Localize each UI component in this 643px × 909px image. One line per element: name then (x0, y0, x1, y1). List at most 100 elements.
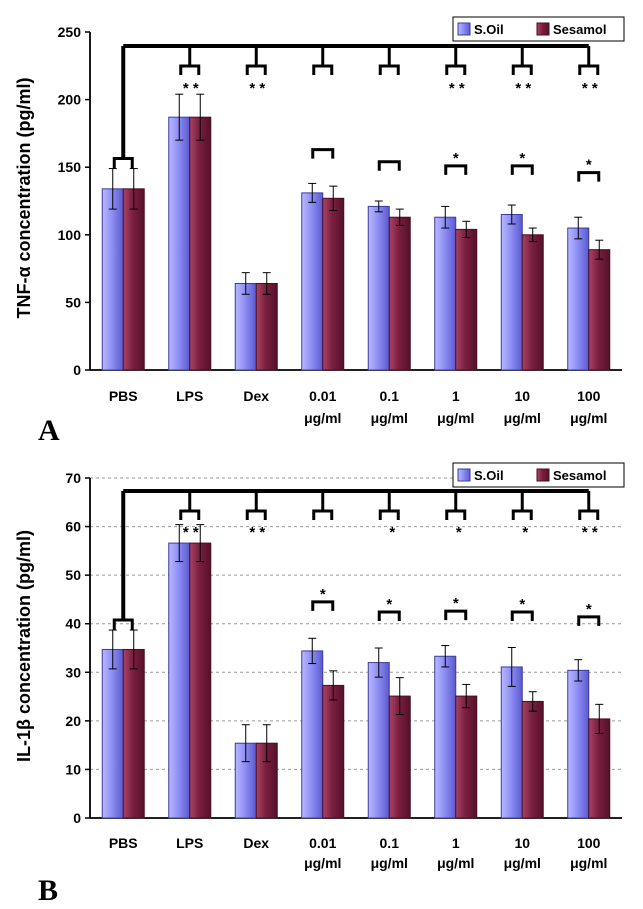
y-tick-label: 60 (65, 519, 81, 535)
bar-sesamol (588, 249, 611, 371)
category-unit-label: μg/ml (371, 855, 408, 871)
significance-star: * (519, 596, 525, 613)
category-unit-label: μg/ml (570, 410, 607, 426)
category-label: 1 (452, 388, 460, 404)
comparison-bracket-arm (378, 509, 400, 520)
category-label: 0.1 (380, 388, 400, 404)
bar-sesamol (322, 684, 345, 819)
category-unit-label: μg/ml (437, 410, 474, 426)
y-tick-label: 20 (65, 713, 81, 729)
pair-bracket (311, 600, 335, 611)
significance-star: * * (515, 80, 531, 97)
bar-soil (168, 542, 191, 819)
pair-bracket (510, 164, 534, 175)
category-label: Dex (243, 388, 269, 404)
y-tick-label: 100 (58, 227, 82, 243)
pair-bracket (444, 609, 468, 621)
y-tick-label: 250 (58, 24, 82, 40)
y-tick-label: 50 (65, 294, 81, 310)
category-unit-label: μg/ml (504, 410, 541, 426)
bar-sesamol (189, 542, 212, 819)
bar-sesamol (455, 695, 478, 819)
bar-soil (301, 192, 324, 371)
significance-star: * (386, 596, 392, 613)
y-tick-label: 200 (58, 92, 82, 108)
category-label: LPS (176, 835, 203, 851)
bar-soil (567, 227, 590, 371)
comparison-bracket-arm (312, 509, 334, 520)
significance-star: * (519, 150, 525, 167)
y-tick-label: 30 (65, 664, 81, 680)
category-label: Dex (243, 835, 269, 851)
comparison-bracket-arm (445, 64, 467, 75)
bar-soil (301, 650, 324, 819)
comparison-bracket-arm (245, 509, 267, 520)
bar-sesamol (521, 234, 544, 371)
significance-star: * (320, 586, 326, 603)
bar-soil (101, 188, 124, 371)
category-label: 0.1 (380, 835, 400, 851)
comparison-bracket-arm (378, 64, 400, 75)
bar-sesamol (255, 282, 278, 371)
category-unit-label: μg/ml (371, 410, 408, 426)
category-label: LPS (176, 388, 203, 404)
comparison-bracket-arm (511, 509, 533, 520)
pair-bracket (311, 148, 335, 159)
category-unit-label: μg/ml (304, 410, 341, 426)
comparison-bracket-pbs (112, 157, 134, 169)
comparison-bracket-pbs (112, 618, 134, 631)
bar-soil (500, 666, 523, 819)
y-tick-label: 40 (65, 616, 81, 632)
category-label: 10 (514, 835, 530, 851)
bar-soil (434, 216, 457, 371)
significance-star: * (453, 595, 459, 612)
panel-b-letter: B (38, 874, 58, 907)
panel-a-y-axis-label: TNF-α concentration (pg/ml) (14, 77, 34, 318)
category-label: PBS (109, 835, 138, 851)
panel-a-tnf-alpha-chart: A TNF-α concentration (pg/ml) 0 50 100 150 2… (14, 16, 625, 447)
legend: S.Oil Sesamol (452, 16, 625, 42)
y-tick-label: 50 (65, 567, 81, 583)
comparison-bracket-arm (511, 64, 533, 75)
category-unit-label: μg/ml (304, 855, 341, 871)
category-label: PBS (109, 388, 138, 404)
legend-swatch-soil (457, 468, 471, 482)
comparison-bracket-arm (179, 509, 201, 520)
y-tick-label: 150 (58, 159, 82, 175)
bar-sesamol (322, 197, 345, 371)
bar-soil (101, 648, 124, 819)
bar-sesamol (388, 216, 411, 371)
comparison-bracket-arm (179, 64, 201, 75)
category-label: 0.01 (309, 388, 336, 404)
category-label: 100 (577, 835, 601, 851)
comparison-bracket-arm (245, 64, 267, 75)
comparison-bracket-arm (578, 64, 600, 75)
legend-label-sesamol: Sesamol (553, 468, 606, 483)
legend-swatch-sesamol (536, 22, 550, 36)
significance-star: * * (183, 524, 199, 541)
category-label: 1 (452, 835, 460, 851)
bar-soil (168, 116, 191, 371)
pair-bracket (577, 615, 601, 626)
category-label: 100 (577, 388, 601, 404)
bar-sesamol (455, 228, 478, 371)
pair-bracket (510, 610, 534, 622)
y-tick-label: 0 (73, 810, 81, 826)
significance-star: * * (249, 80, 265, 97)
bar-sesamol (521, 700, 544, 819)
significance-star: * (586, 157, 592, 174)
bar-soil (567, 669, 590, 819)
legend-label-soil: S.Oil (474, 468, 504, 483)
pair-bracket (377, 610, 401, 622)
legend: S.Oil Sesamol (452, 462, 625, 488)
comparison-bracket-arm (578, 509, 600, 520)
legend-label-soil: S.Oil (474, 22, 504, 37)
significance-star: * * (582, 80, 598, 97)
comparison-bracket-arm (445, 509, 467, 520)
legend-swatch-sesamol (536, 468, 550, 482)
significance-star: * * (582, 524, 598, 541)
panel-a-letter: A (38, 414, 60, 447)
category-label: 0.01 (309, 835, 336, 851)
category-unit-label: μg/ml (570, 855, 607, 871)
